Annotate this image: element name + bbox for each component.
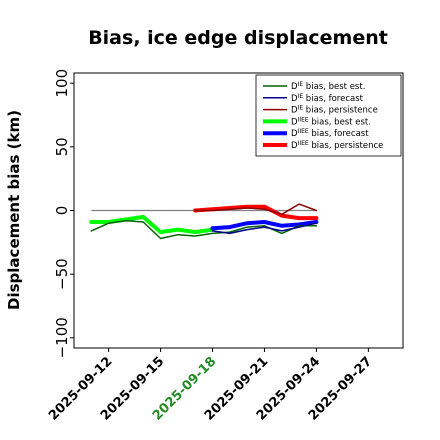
y-tick-label: 0 (53, 206, 71, 216)
legend-entry: DIE bias, persistence (291, 105, 378, 116)
legend-entry: DIE bias, forecast (291, 93, 364, 104)
legend-entry: DIIEE bias, best est. (291, 116, 371, 127)
series-line-1 (211, 222, 318, 235)
y-tick-label: 50 (53, 137, 71, 156)
series-line-3 (89, 214, 215, 235)
plot-lines (89, 203, 319, 240)
y-axis-label: Displacement bias (km) (5, 110, 23, 310)
series-line-5 (193, 204, 319, 221)
y-tick-label: 100 (53, 69, 71, 98)
chart-title: Bias, ice edge displacement (88, 27, 388, 49)
plot-frame (73, 72, 404, 349)
y-tick-label: −50 (53, 258, 71, 290)
series-line-2 (194, 203, 318, 216)
legend-box (255, 74, 402, 157)
legend-entry: DIE bias, best est. (291, 81, 365, 92)
x-axis-ticks: 2025-09-122025-09-152025-09-182025-09-21… (46, 348, 375, 424)
legend-entry: DIIEE bias, forecast (291, 128, 369, 139)
series-line-4 (210, 220, 319, 231)
y-axis-ticks: −100 −50 0 50 100 (53, 69, 74, 358)
legend: DIE bias, best est.DIE bias, forecastDIE… (255, 74, 402, 157)
legend-entry: DIIEE bias, persistence (291, 140, 383, 151)
series-line-0 (90, 219, 318, 240)
y-tick-label: −100 (53, 317, 71, 358)
